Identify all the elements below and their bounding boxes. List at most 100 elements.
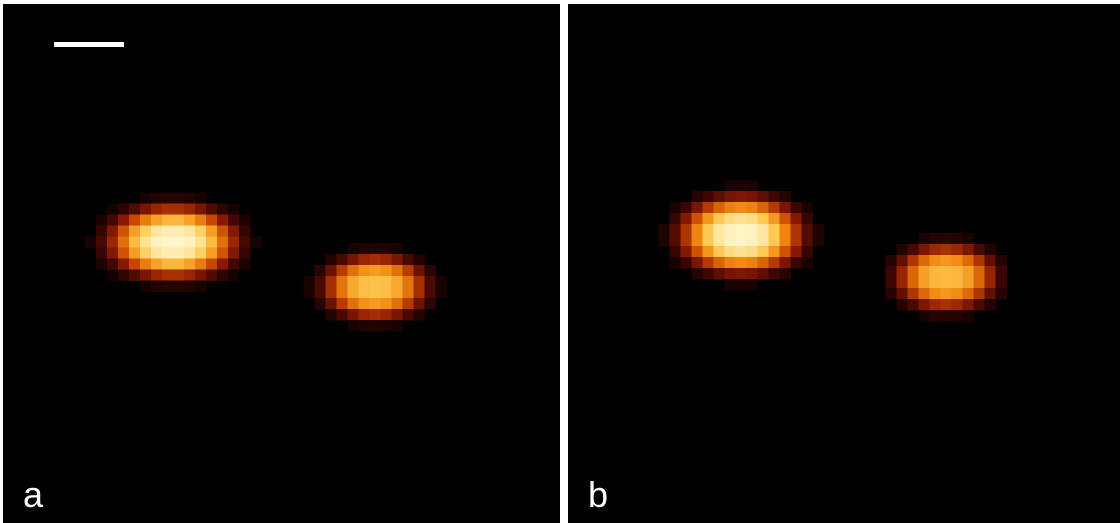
spot-pixel (85, 236, 97, 248)
spot-pixel (658, 224, 670, 236)
spot-pixel (801, 257, 813, 269)
spot-pixel (768, 257, 780, 269)
spot-pixel (940, 288, 952, 300)
spot-pixel (140, 192, 152, 204)
spot-pixel (336, 254, 348, 266)
spot-pixel (195, 236, 207, 248)
spot-pixel (358, 298, 370, 310)
spot-pixel (140, 258, 152, 270)
spot-pixel (107, 258, 119, 270)
spot-pixel (757, 235, 769, 247)
spot-pixel (162, 269, 174, 281)
spot-pixel (206, 203, 218, 215)
spot-pixel (951, 255, 963, 267)
spot-pixel (984, 288, 996, 300)
spot-pixel (713, 213, 725, 225)
spot-pixel (735, 224, 747, 236)
spot-pixel (380, 287, 392, 299)
spot-pixel (724, 257, 736, 269)
spot-pixel (173, 236, 185, 248)
spot-pixel (424, 276, 436, 288)
spot-pixel (669, 213, 681, 225)
spot-pixel (713, 235, 725, 247)
spot-pixel (369, 287, 381, 299)
spot-pixel (757, 191, 769, 203)
spot-pixel (746, 235, 758, 247)
panel-b: b (568, 4, 1120, 523)
spot-pixel (162, 258, 174, 270)
spot-pixel (314, 276, 326, 288)
spot-pixel (885, 255, 897, 267)
spot-pixel (951, 288, 963, 300)
spot-pixel (724, 246, 736, 258)
spot-pixel (702, 191, 714, 203)
spot-pixel (173, 258, 185, 270)
spot-pixel (918, 288, 930, 300)
spot-pixel (173, 192, 185, 204)
spot-pixel (790, 224, 802, 236)
spot-pixel (907, 288, 919, 300)
spot-pixel (173, 214, 185, 226)
spot-pixel (228, 225, 240, 237)
spot-pixel (735, 279, 747, 291)
spot-pixel (184, 225, 196, 237)
panel-label-a: a (23, 474, 44, 515)
spot-pixel (680, 257, 692, 269)
spot-pixel (107, 269, 119, 281)
spot-pixel (918, 233, 930, 245)
spot-pixel (217, 214, 229, 226)
spot-pixel (96, 258, 108, 270)
spot-pixel (303, 287, 315, 299)
spot-pixel (779, 235, 791, 247)
spot-pixel (812, 235, 824, 247)
spot-pixel (162, 225, 174, 237)
spot-pixel (118, 247, 130, 259)
spot-pixel (929, 244, 941, 256)
spot-pixel (369, 320, 381, 332)
spot-pixel (790, 202, 802, 214)
spot-pixel (402, 298, 414, 310)
spot-pixel (757, 257, 769, 269)
spot-pixel (896, 255, 908, 267)
spot-pixel (369, 309, 381, 321)
spot-pixel (151, 192, 163, 204)
spot-pixel (940, 277, 952, 289)
spot-pixel (347, 309, 359, 321)
spot-pixel (929, 255, 941, 267)
spot-pixel (768, 268, 780, 280)
spot-pixel (217, 225, 229, 237)
spot-pixel (162, 192, 174, 204)
spot-pixel (217, 236, 229, 248)
spot-pixel (195, 280, 207, 292)
spot-pixel (195, 247, 207, 259)
spot-pixel (779, 257, 791, 269)
spot-pixel (801, 246, 813, 258)
spot-pixel (724, 213, 736, 225)
spot-pixel (669, 246, 681, 258)
spot-pixel (940, 233, 952, 245)
spot-pixel (691, 213, 703, 225)
spot-pixel (380, 276, 392, 288)
spot-pixel (669, 202, 681, 214)
spot-pixel (735, 191, 747, 203)
spot-pixel (358, 276, 370, 288)
spot-pixel (435, 276, 447, 288)
spot-pixel (907, 266, 919, 278)
spot-pixel (973, 255, 985, 267)
spot-pixel (96, 247, 108, 259)
spot-pixel (691, 235, 703, 247)
spot-pixel (118, 258, 130, 270)
spot-pixel (757, 246, 769, 258)
spot-pixel (757, 224, 769, 236)
spot-pixel (347, 298, 359, 310)
spot-pixel (118, 214, 130, 226)
spot-pixel (347, 265, 359, 277)
spot-pixel (391, 298, 403, 310)
spot-pixel (380, 309, 392, 321)
spot-pixel (151, 258, 163, 270)
spot-pixel (735, 235, 747, 247)
spot-pixel (768, 246, 780, 258)
spot-pixel (669, 257, 681, 269)
panel-label-b: b (588, 474, 609, 515)
